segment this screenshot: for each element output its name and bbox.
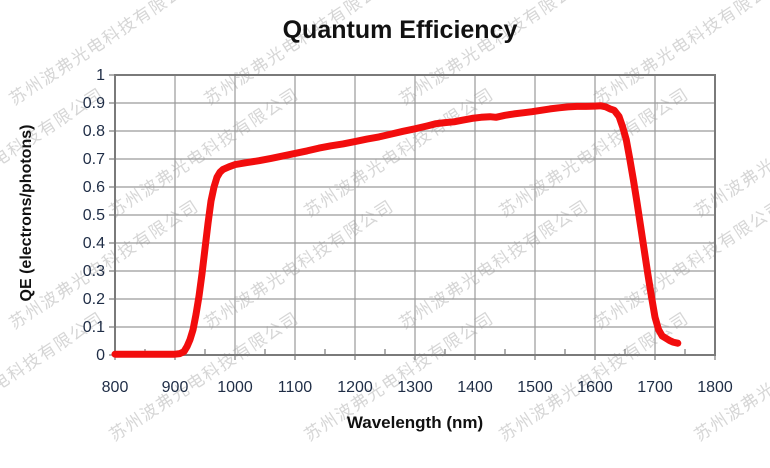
qe-curve <box>111 102 682 358</box>
x-tick-label: 1300 <box>397 379 433 396</box>
x-tick-label: 1800 <box>697 379 733 396</box>
x-tick-label: 1700 <box>637 379 673 396</box>
y-tick-label: 0.7 <box>82 151 105 168</box>
y-tick-label: 0.4 <box>82 235 105 252</box>
x-tick-label: 1600 <box>577 379 613 396</box>
x-tick-label: 800 <box>101 379 129 396</box>
y-tick-label: 1 <box>96 67 105 84</box>
y-tick-label: 0.3 <box>82 263 105 280</box>
x-tick-label: 1200 <box>337 379 373 396</box>
y-tick-label: 0.9 <box>82 95 105 112</box>
y-tick-label: 0.5 <box>82 207 105 224</box>
y-tick-label: 0.6 <box>82 179 105 196</box>
x-tick-label: 1500 <box>517 379 553 396</box>
plot-svg <box>109 74 716 360</box>
y-tick-label: 0.2 <box>82 291 105 308</box>
x-tick-label: 1400 <box>457 379 493 396</box>
x-axis-title: Wavelength (nm) <box>346 413 484 432</box>
y-axis-title: QE (electrons/photons) <box>18 124 35 302</box>
x-tick-label: 900 <box>161 379 189 396</box>
x-tick-label: 1100 <box>277 379 313 396</box>
y-tick-label: 0.8 <box>82 123 105 140</box>
x-tick-label: 1000 <box>217 379 253 396</box>
y-tick-label: 0.1 <box>82 319 105 336</box>
plot-border <box>114 74 716 356</box>
chart-title: Quantum Efficiency <box>282 16 518 44</box>
plot-area <box>109 74 716 360</box>
y-tick-label: 0 <box>96 347 105 364</box>
